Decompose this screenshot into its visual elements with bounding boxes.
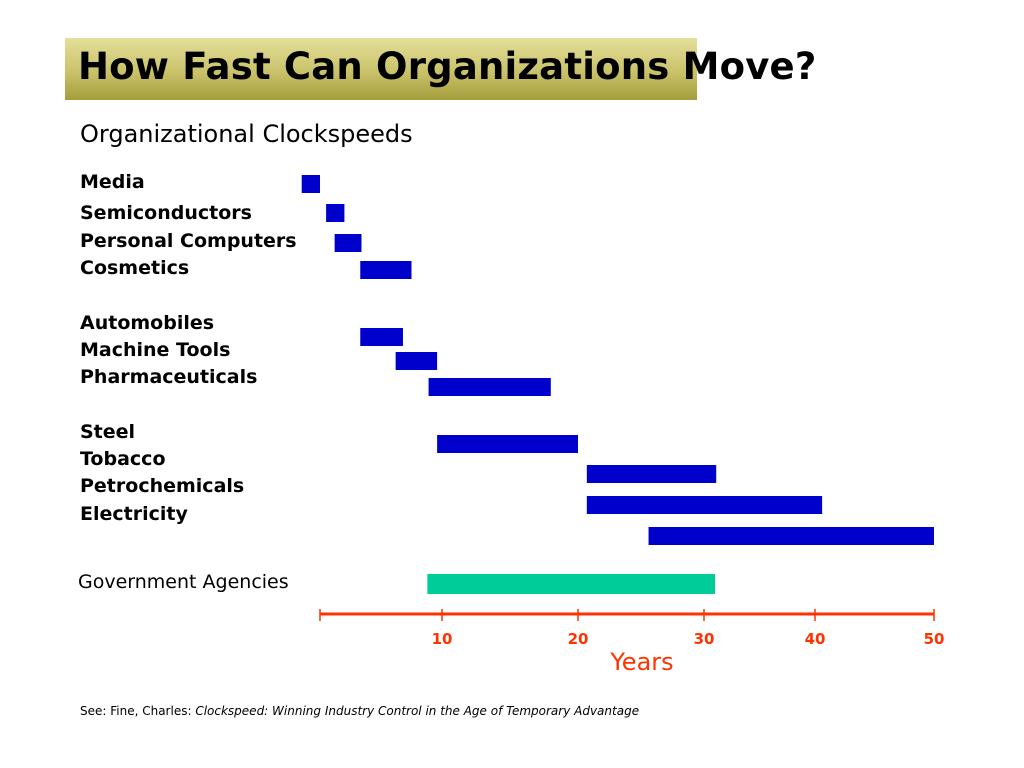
category-label-petrochemicals: Petrochemicals	[80, 475, 245, 497]
title-band	[65, 38, 697, 100]
category-label-personal-computers: Personal Computers	[80, 230, 297, 252]
category-label-tobacco: Tobacco	[80, 448, 166, 470]
range-bar-personal-computers	[334, 234, 362, 252]
range-bar-tobacco	[586, 465, 717, 483]
range-bar-government-agencies	[427, 574, 716, 594]
range-bar-petrochemicals	[586, 496, 823, 514]
x-tick-label: 10	[432, 630, 453, 648]
category-label-pharmaceuticals: Pharmaceuticals	[80, 366, 258, 388]
source-footnote: See: Fine, Charles: Clockspeed: Winning …	[80, 704, 639, 718]
page-title: How Fast Can Organizations Move?	[78, 45, 817, 88]
x-tick-label: 40	[805, 630, 826, 648]
range-bar-machine-tools	[395, 352, 438, 370]
category-label-steel: Steel	[80, 421, 136, 443]
category-label-semiconductors: Semiconductors	[80, 202, 252, 224]
x-tick-label: 30	[694, 630, 715, 648]
range-bar-electricity	[648, 527, 934, 545]
category-label-electricity: Electricity	[80, 503, 188, 525]
chart-subtitle: Organizational Clockspeeds	[80, 120, 413, 148]
range-bar-media	[301, 175, 320, 193]
range-bar-pharmaceuticals	[428, 378, 551, 396]
range-bar-cosmetics	[360, 261, 412, 279]
x-axis-label: Years	[609, 648, 673, 676]
category-label-machine-tools: Machine Tools	[80, 339, 231, 361]
footnote-book-title: Clockspeed: Winning Industry Control in …	[195, 704, 640, 718]
x-tick-label: 20	[568, 630, 589, 648]
category-label-cosmetics: Cosmetics	[80, 257, 190, 279]
range-bar-automobiles	[360, 328, 403, 346]
range-bar-steel	[437, 435, 578, 453]
category-label-media: Media	[80, 171, 145, 193]
category-label-automobiles: Automobiles	[80, 312, 215, 334]
category-label-government-agencies: Government Agencies	[78, 571, 289, 593]
range-bar-semiconductors	[326, 204, 345, 222]
x-tick-label: 50	[924, 630, 945, 648]
footnote-prefix: See: Fine, Charles:	[80, 704, 196, 718]
